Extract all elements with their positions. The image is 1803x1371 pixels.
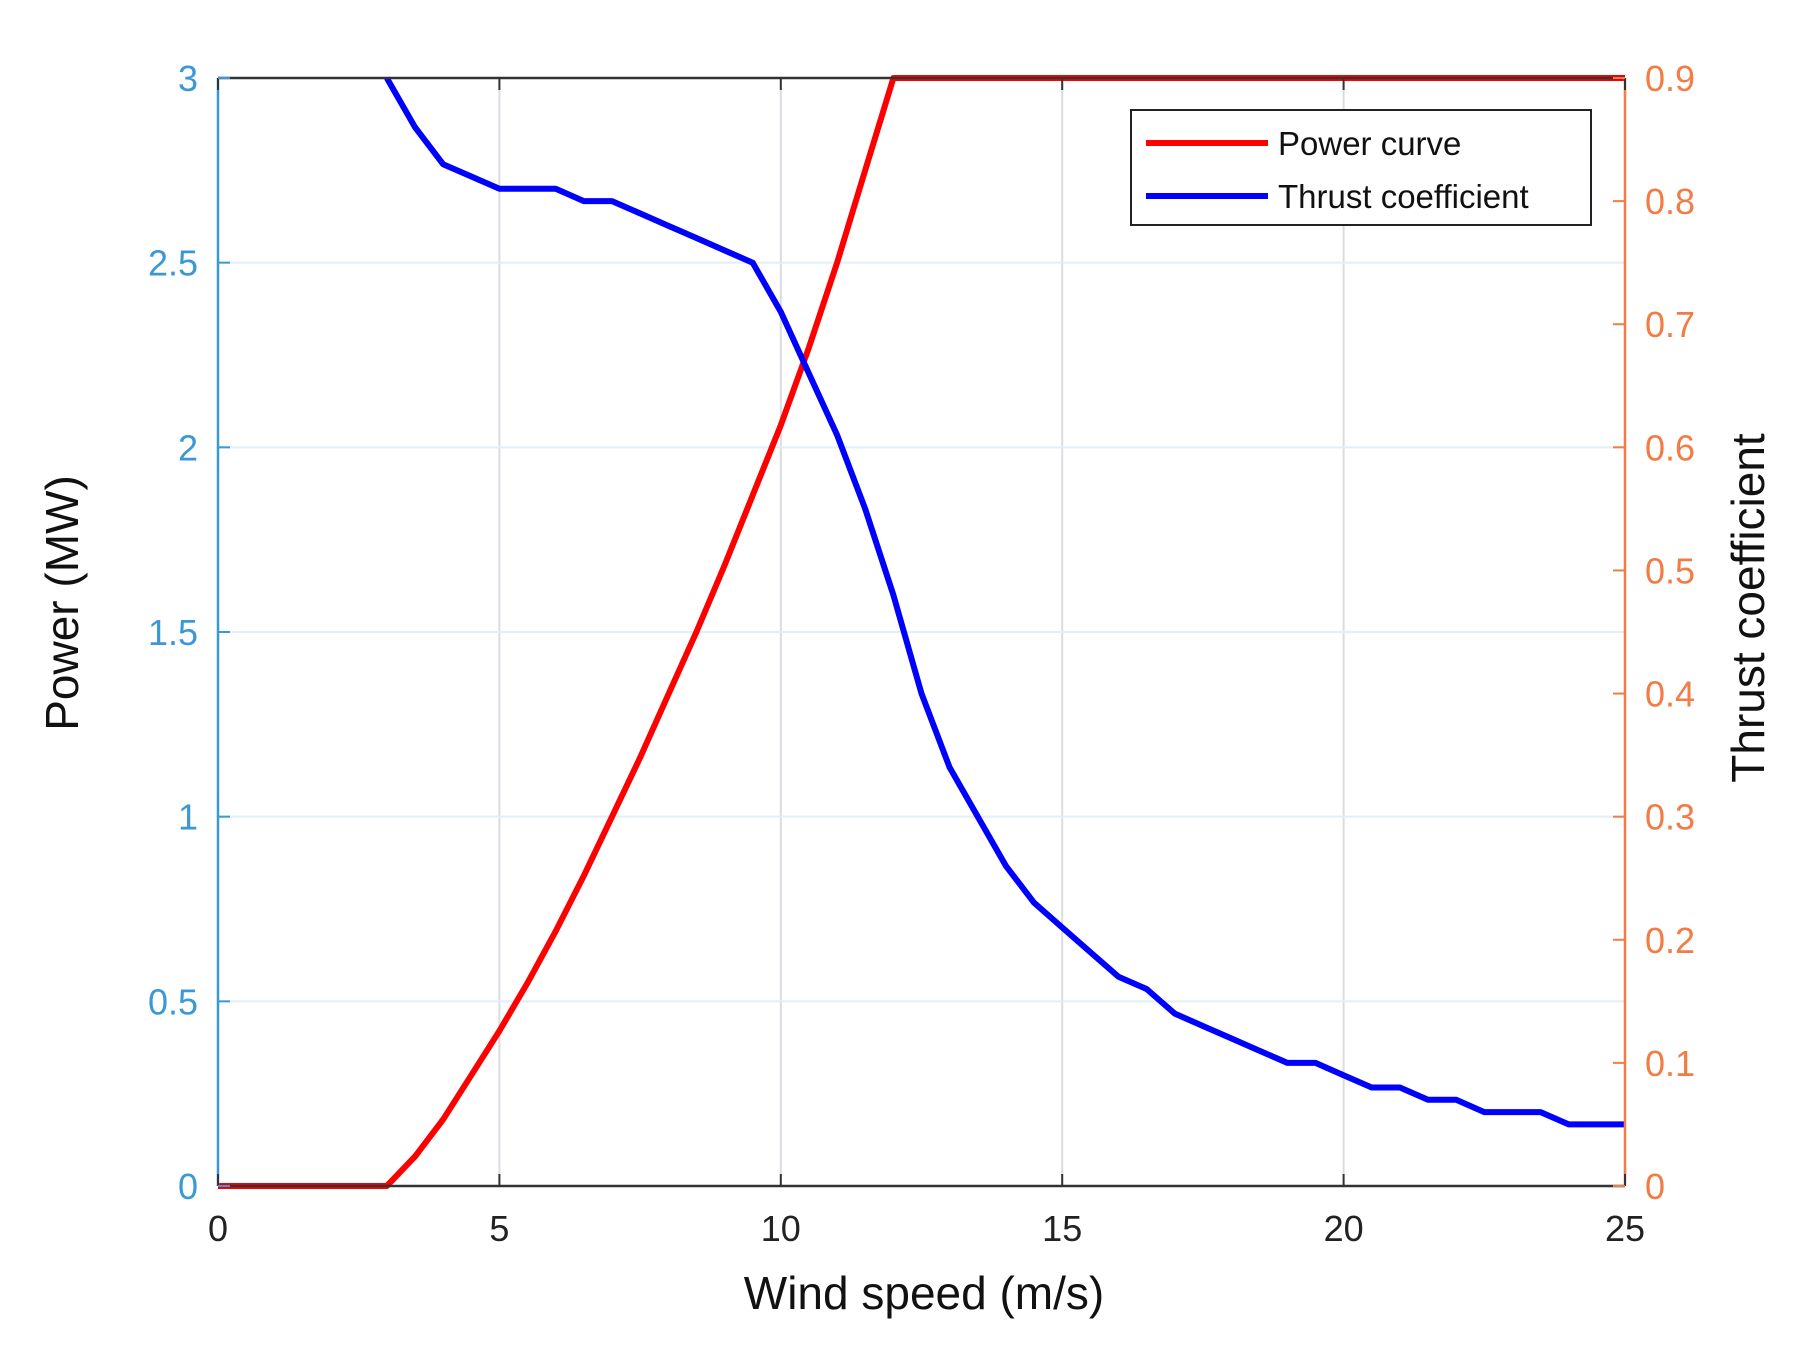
y-right-tick-label-0-6: 0.6 (1645, 427, 1695, 468)
y-right-tick-label-0-3: 0.3 (1645, 797, 1695, 838)
grid-layer (218, 78, 1625, 1186)
x-tick-label-25: 25 (1605, 1208, 1645, 1249)
y-right-tick-label-0-1: 0.1 (1645, 1043, 1695, 1084)
x-axis-title: Wind speed (m/s) (744, 1267, 1104, 1319)
x-tick-label-20: 20 (1324, 1208, 1364, 1249)
series-layer (218, 75, 1625, 1189)
y-left-tick-label-1: 1 (178, 797, 198, 838)
legend-box (1130, 109, 1592, 226)
y-left-tick-label-1-5: 1.5 (148, 612, 198, 653)
y-left-tick-label-0: 0 (178, 1166, 198, 1207)
y-right-tick-label-0-8: 0.8 (1645, 181, 1695, 222)
legend-label-thrust-coefficient: Thrust coefficient (1278, 178, 1529, 215)
x-tick-label-15: 15 (1042, 1208, 1082, 1249)
y-left-axis-title: Power (MW) (36, 475, 88, 731)
y-right-tick-label-0-9: 0.9 (1645, 58, 1695, 99)
y-right-tick-label-0-7: 0.7 (1645, 304, 1695, 345)
x-tick-label-10: 10 (761, 1208, 801, 1249)
x-tick-label-0: 0 (208, 1208, 228, 1249)
y-left-tick-label-2: 2 (178, 427, 198, 468)
x-tick-label-5: 5 (489, 1208, 509, 1249)
series-line-power-curve (218, 75, 1625, 1189)
ticks-layer: 0 5 10 15 20 2500.511.522.5300.10.20.30.40.50… (148, 58, 1695, 1249)
legend: Power curve Thrust coefficient (1130, 109, 1592, 226)
series-line-thrust-coefficient (384, 76, 1625, 1128)
y-left-tick-label-0-5: 0.5 (148, 981, 198, 1022)
y-left-tick-label-3: 3 (178, 58, 198, 99)
legend-label-power-curve: Power curve (1278, 125, 1461, 162)
y-left-tick-label-2-5: 2.5 (148, 243, 198, 284)
y-right-tick-label-0-4: 0.4 (1645, 674, 1695, 715)
y-right-tick-label-0-2: 0.2 (1645, 920, 1695, 961)
y-right-tick-label-0-5: 0.5 (1645, 550, 1695, 591)
y-right-axis-title: Thrust coefficient (1722, 433, 1774, 783)
y-right-tick-label-0: 0 (1645, 1166, 1665, 1207)
